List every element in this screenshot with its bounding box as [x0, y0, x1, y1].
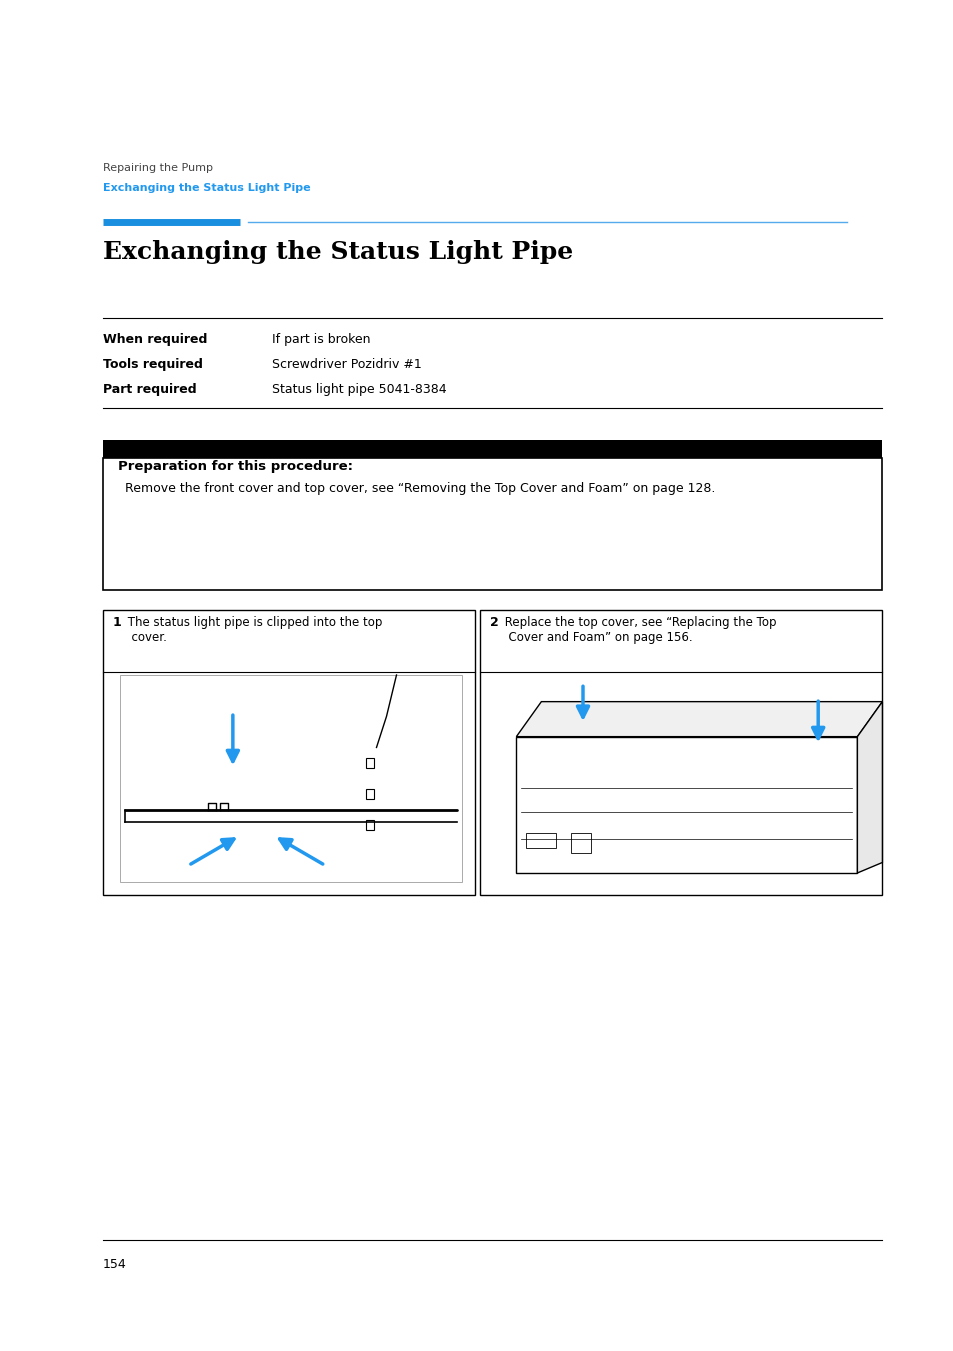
Polygon shape — [516, 701, 882, 736]
Text: Status light pipe 5041-8384: Status light pipe 5041-8384 — [272, 382, 446, 396]
Text: 2: 2 — [490, 616, 498, 630]
Bar — [120, 676, 461, 882]
Bar — [103, 458, 882, 590]
Text: Exchanging the Status Light Pipe: Exchanging the Status Light Pipe — [103, 182, 311, 193]
Bar — [479, 611, 882, 894]
Text: Screwdriver Pozidriv #1: Screwdriver Pozidriv #1 — [272, 358, 421, 372]
Text: Tools required: Tools required — [103, 358, 203, 372]
Text: Remove the front cover and top cover, see “Removing the Top Cover and Foam” on p: Remove the front cover and top cover, se… — [125, 482, 715, 494]
Bar — [103, 440, 882, 458]
Bar — [571, 834, 591, 852]
Text: Exchanging the Status Light Pipe: Exchanging the Status Light Pipe — [103, 240, 573, 263]
Bar — [103, 611, 475, 894]
Text: Part required: Part required — [103, 382, 196, 396]
Text: When required: When required — [103, 332, 207, 346]
Text: Repairing the Pump: Repairing the Pump — [103, 163, 213, 173]
Text: If part is broken: If part is broken — [272, 332, 370, 346]
Bar — [366, 820, 374, 831]
Polygon shape — [857, 701, 882, 873]
Bar — [516, 736, 857, 873]
Text: Preparation for this procedure:: Preparation for this procedure: — [118, 459, 353, 473]
Bar — [526, 834, 556, 848]
Text: Replace the top cover, see “Replacing the Top
  Cover and Foam” on page 156.: Replace the top cover, see “Replacing th… — [500, 616, 776, 644]
Text: 1: 1 — [112, 616, 122, 630]
Bar — [366, 758, 374, 769]
Text: 154: 154 — [103, 1258, 127, 1271]
Bar — [366, 789, 374, 800]
Text: The status light pipe is clipped into the top
  cover.: The status light pipe is clipped into th… — [124, 616, 382, 644]
